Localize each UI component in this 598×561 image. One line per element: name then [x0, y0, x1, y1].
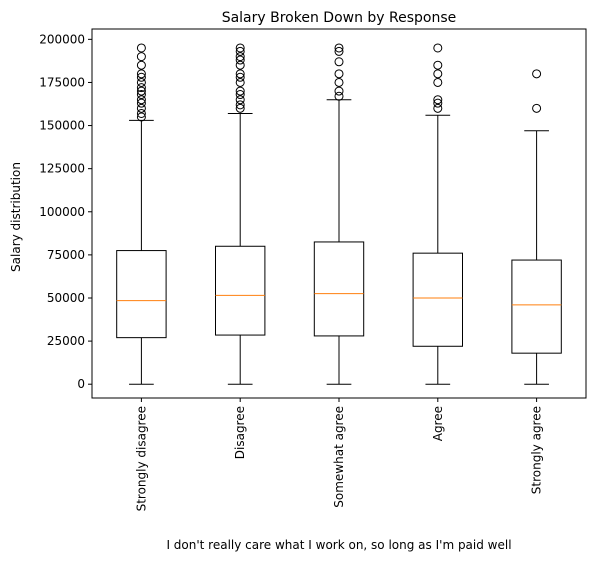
outlier-point: [235, 55, 245, 65]
plot-area: 0 25000 50000 75000 100000 125000 150000 175000…: [39, 32, 562, 511]
outlier-point: [433, 98, 443, 108]
outlier-point: [136, 60, 146, 70]
y-tick-label: 0: [77, 377, 85, 391]
y-tick-label: 75000: [47, 248, 85, 262]
y-tick-label: 150000: [39, 119, 85, 133]
outlier-point: [235, 95, 245, 105]
outlier-point: [136, 103, 146, 113]
x-tick-label: Agree: [431, 406, 445, 441]
outlier-point: [235, 43, 245, 53]
outlier-point: [136, 112, 146, 122]
box: [116, 250, 167, 339]
outlier-point: [433, 43, 443, 53]
box: [511, 259, 562, 354]
outlier-point: [136, 86, 146, 96]
y-tick-label: 25000: [47, 334, 85, 348]
outlier-point: [136, 52, 146, 62]
y-tick-label: 50000: [47, 291, 85, 305]
outlier-point: [334, 86, 344, 96]
outlier-point: [235, 103, 245, 113]
y-tick-label: 100000: [39, 205, 85, 219]
outlier-point: [334, 77, 344, 87]
outlier-point: [433, 77, 443, 87]
outlier-point: [334, 43, 344, 53]
outlier-point: [235, 72, 245, 82]
outlier-point: [136, 83, 146, 93]
outlier-point: [235, 52, 245, 62]
outlier-point: [235, 86, 245, 96]
y-tick-label: 200000: [39, 32, 85, 46]
box: [313, 241, 365, 337]
outlier-point: [532, 103, 542, 113]
outlier-point: [235, 46, 245, 56]
outlier-point: [334, 91, 344, 101]
x-axis-label: I don't really care what I work on, so l…: [166, 538, 511, 552]
outlier-point: [334, 57, 344, 67]
y-tick-label: 175000: [39, 75, 85, 89]
outlier-point: [433, 103, 443, 113]
outlier-point: [433, 60, 443, 70]
outlier-point: [235, 100, 245, 110]
plot-frame: [91, 28, 587, 399]
y-axis-label: Salary distribution: [9, 162, 23, 272]
y-tick-label: 125000: [39, 162, 85, 176]
outlier-point: [235, 69, 245, 79]
x-tick-label: Strongly disagree: [134, 406, 148, 511]
outlier-point: [334, 46, 344, 56]
outlier-point: [136, 43, 146, 53]
outlier-point: [136, 72, 146, 82]
outlier-point: [136, 98, 146, 108]
outlier-point: [235, 60, 245, 70]
outlier-point: [136, 95, 146, 105]
outlier-point: [532, 69, 542, 79]
outlier-point: [433, 95, 443, 105]
outlier-point: [136, 90, 146, 100]
x-tick-label: Disagree: [233, 406, 247, 459]
outlier-point: [235, 77, 245, 87]
chart-title: Salary Broken Down by Response: [222, 10, 457, 26]
outlier-point: [433, 69, 443, 79]
box: [412, 252, 464, 347]
box: [215, 245, 266, 336]
outlier-point: [136, 77, 146, 87]
outlier-point: [334, 69, 344, 79]
outlier-point: [136, 69, 146, 79]
x-tick-label: Strongly agree: [530, 406, 544, 494]
outlier-point: [235, 90, 245, 100]
x-tick-label: Somewhat agree: [332, 406, 346, 508]
outlier-point: [136, 108, 146, 118]
